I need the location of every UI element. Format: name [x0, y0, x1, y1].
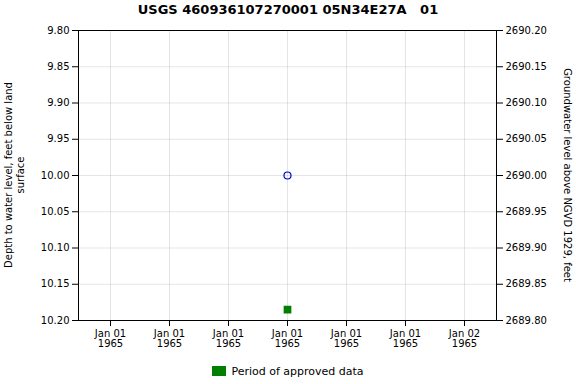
svg-text:Groundwater level above NGVD 1: Groundwater level above NGVD 1929, feet	[562, 68, 573, 282]
svg-text:Jan 011965: Jan 011965	[271, 328, 303, 349]
svg-text:9.80: 9.80	[47, 25, 69, 36]
svg-text:2690.05: 2690.05	[506, 133, 547, 144]
svg-text:2689.80: 2689.80	[506, 315, 547, 326]
svg-text:10.00: 10.00	[41, 170, 70, 181]
svg-text:2689.90: 2689.90	[506, 242, 547, 253]
svg-text:Jan 011965: Jan 011965	[389, 328, 421, 349]
svg-text:2690.00: 2690.00	[506, 170, 547, 181]
svg-text:9.85: 9.85	[47, 61, 69, 72]
svg-text:Jan 021965: Jan 021965	[448, 328, 480, 349]
html-text:USGS 460936107270001 05N34E27A: USGS 460936107270001 05N34E27A 01	[137, 2, 439, 17]
svg-text:Jan 011965: Jan 011965	[212, 328, 244, 349]
svg-text:2690.20: 2690.20	[506, 25, 547, 36]
svg-text:10.15: 10.15	[41, 278, 70, 289]
svg-text:2689.85: 2689.85	[506, 278, 547, 289]
svg-text:9.95: 9.95	[47, 133, 69, 144]
svg-text:10.10: 10.10	[41, 242, 70, 253]
svg-text:2689.95: 2689.95	[506, 206, 547, 217]
svg-text:10.05: 10.05	[41, 206, 70, 217]
svg-text:Jan 011965: Jan 011965	[153, 328, 185, 349]
html-text:Period of approved data: Period of approved data	[231, 364, 364, 378]
svg-text:10.20: 10.20	[41, 315, 70, 326]
svg-text:Jan 011965: Jan 011965	[94, 328, 126, 349]
svg-text:Depth to water level, feet bel: Depth to water level, feet below landsur…	[3, 82, 26, 268]
svg-text:2690.15: 2690.15	[506, 61, 547, 72]
svg-text:2690.10: 2690.10	[506, 97, 547, 108]
svg-text:Jan 011965: Jan 011965	[330, 328, 362, 349]
svg-text:9.90: 9.90	[47, 97, 69, 108]
